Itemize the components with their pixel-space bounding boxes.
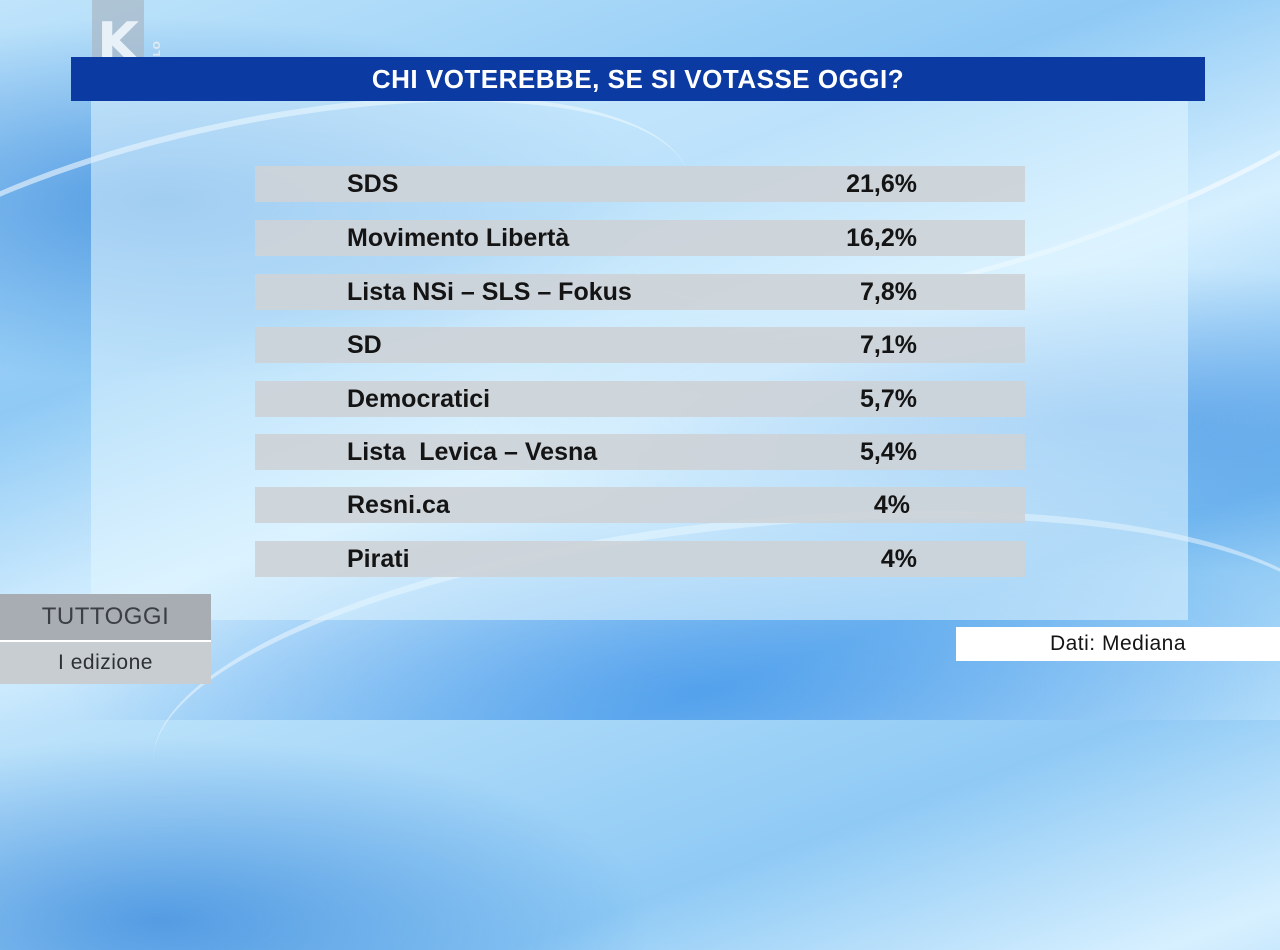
program-edition: I edizione (0, 642, 211, 684)
party-name: Lista NSi – SLS – Fokus (347, 278, 632, 306)
party-name: Democratici (347, 385, 491, 413)
party-percentage: 4% (873, 491, 917, 519)
program-title: TUTTOGGI (0, 594, 211, 642)
page-title: CHI VOTEREBBE, SE SI VOTASSE OGGI? (371, 63, 905, 94)
program-lower-third: TUTTOGGI I edizione (0, 594, 211, 684)
result-row: Pirati 4% (255, 541, 1025, 577)
party-name: Resni.ca (347, 491, 450, 519)
party-percentage: 7,1% (860, 331, 917, 359)
result-row: SDS 21,6% (255, 166, 1025, 202)
result-row: Democratici 5,7% (255, 381, 1025, 417)
party-name: SDS (347, 170, 399, 198)
party-percentage: 7,8% (860, 278, 917, 306)
party-name: Pirati (347, 545, 410, 573)
party-name: SD (347, 331, 382, 359)
title-bar: CHI VOTEREBBE, SE SI VOTASSE OGGI? (71, 57, 1205, 101)
result-row: Resni.ca 4% (255, 487, 1025, 523)
party-percentage: 5,7% (860, 385, 917, 413)
party-percentage: 16,2% (846, 224, 917, 252)
result-row: Lista NSi – SLS – Fokus 7,8% (255, 274, 1025, 310)
result-row: Movimento Libertà 16,2% (255, 220, 1025, 256)
result-row: Lista Levica – Vesna 5,4% (255, 434, 1025, 470)
result-row: SD 7,1% (255, 327, 1025, 363)
party-percentage: 21,6% (846, 170, 917, 198)
party-percentage: 4% (880, 545, 917, 573)
data-source-label: Dati: Mediana (956, 627, 1280, 661)
party-name: Lista Levica – Vesna (347, 438, 598, 466)
party-percentage: 5,4% (860, 438, 917, 466)
party-name: Movimento Libertà (347, 224, 570, 252)
